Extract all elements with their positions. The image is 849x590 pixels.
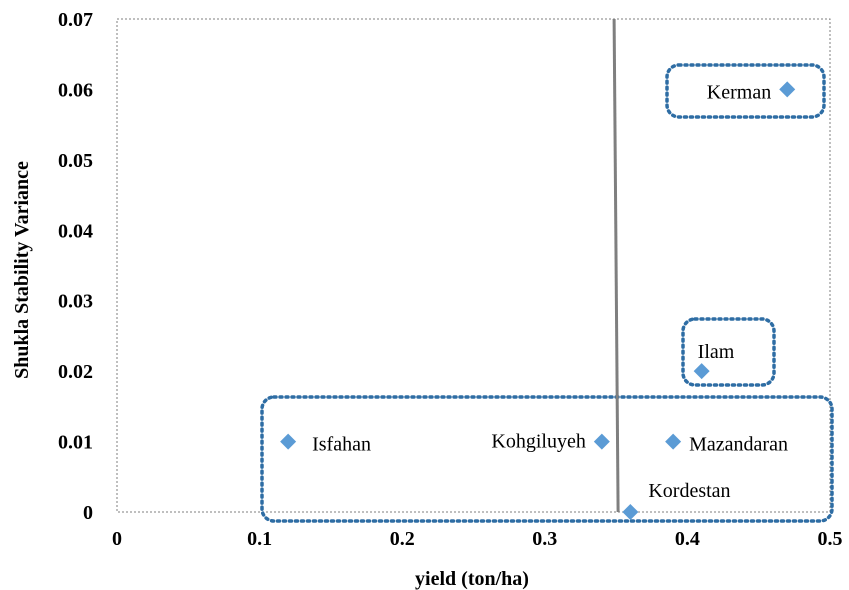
x-tick-label: 0.3 <box>532 528 557 550</box>
x-tick-label: 0.1 <box>247 528 272 550</box>
mean-yield-line <box>612 18 620 513</box>
data-point-label: Kerman <box>707 81 771 103</box>
y-axis-label: Shukla Stability Variance <box>11 161 33 379</box>
x-axis-ticks: 0 0.1 0.2 0.3 0.4 0.5 <box>112 528 843 550</box>
group-boxes <box>260 63 834 523</box>
data-points: Isfahan Kohgiluyeh Mazandaran Kordestan Ilam… <box>280 81 796 520</box>
plot-area-border <box>116 18 831 513</box>
y-tick-label: 0.03 <box>58 291 93 313</box>
group-box <box>260 395 834 523</box>
data-point-label: Ilam <box>698 341 735 363</box>
data-point-marker <box>622 504 639 520</box>
data-point-marker <box>665 433 682 450</box>
y-tick-label: 0.07 <box>58 9 93 31</box>
data-point-marker <box>593 433 610 450</box>
y-tick-label: 0.06 <box>58 79 93 101</box>
data-point-label: Kordestan <box>648 480 730 502</box>
x-tick-label: 0.4 <box>675 528 700 550</box>
data-point-marker <box>280 433 297 450</box>
x-tick-label: 0.5 <box>818 528 843 550</box>
data-point-label: Kohgiluyeh <box>491 431 585 453</box>
plot-frame <box>116 18 831 513</box>
x-tick-label: 0 <box>112 528 122 550</box>
y-tick-label: 0.04 <box>58 220 93 242</box>
x-tick-label: 0.2 <box>390 528 415 550</box>
x-axis-label: yield (ton/ha) <box>415 568 529 590</box>
data-point-label: Mazandaran <box>689 434 788 456</box>
y-axis-ticks: 0 0.01 0.02 0.03 0.04 0.05 0.06 0.07 <box>58 9 93 524</box>
y-tick-label: 0 <box>83 502 93 524</box>
data-point-marker <box>779 81 796 98</box>
data-point-label: Isfahan <box>312 434 371 456</box>
y-tick-label: 0.02 <box>58 361 93 383</box>
y-tick-label: 0.01 <box>58 432 93 454</box>
reference-line <box>612 18 620 513</box>
group-box <box>681 317 776 387</box>
group-box <box>665 63 826 119</box>
data-point-marker <box>693 363 710 380</box>
y-tick-label: 0.05 <box>58 150 93 172</box>
